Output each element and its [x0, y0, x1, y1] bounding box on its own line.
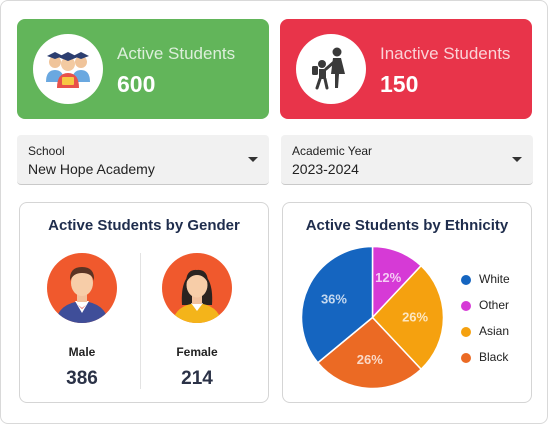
legend-label: Other	[479, 298, 510, 312]
male-label: Male	[68, 345, 96, 359]
school-select-value: New Hope Academy	[28, 161, 155, 177]
male-count: 386	[66, 368, 98, 389]
inactive-students-label: Inactive Students	[380, 44, 511, 63]
male-avatar-icon	[47, 253, 117, 323]
pie-label-asian: 26%	[402, 310, 428, 325]
active-students-label: Active Students	[117, 44, 236, 63]
pie-slice-asian[interactable]	[371, 264, 445, 371]
ethnicity-pie-chart[interactable]: 12% 26% 26% 36%	[300, 245, 445, 390]
school-select[interactable]: School New Hope Academy	[17, 135, 269, 185]
academic-year-select-value: 2023-2024	[292, 161, 359, 177]
gender-panel: Active Students by Gender	[19, 202, 269, 403]
female-avatar-icon	[162, 253, 232, 323]
ethnicity-panel: Active Students by Ethnicity 12% 26% 26% 36…	[282, 202, 532, 403]
active-students-card[interactable]: Active Students 600	[17, 19, 269, 119]
inactive-students-card[interactable]: Inactive Students 150	[280, 19, 532, 119]
students-group-icon	[33, 34, 103, 104]
pie-slice-black[interactable]	[316, 316, 423, 390]
dropout-icon	[296, 34, 366, 104]
legend-label: White	[479, 272, 510, 286]
active-students-count: 600	[117, 71, 156, 97]
academic-year-select-label: Academic Year	[292, 144, 373, 158]
academic-year-select[interactable]: Academic Year 2023-2024	[281, 135, 533, 185]
caret-down-icon[interactable]	[512, 157, 522, 162]
legend-dot-icon	[461, 301, 471, 311]
ethnicity-panel-title: Active Students by Ethnicity	[305, 217, 509, 234]
female-count: 214	[181, 368, 213, 389]
gender-divider	[140, 253, 141, 389]
legend-label: Black	[479, 350, 509, 364]
pie-slice-white[interactable]	[300, 245, 374, 364]
female-label: Female	[176, 345, 218, 359]
school-select-label: School	[28, 144, 65, 158]
inactive-students-count: 150	[380, 71, 419, 97]
legend-dot-icon	[461, 275, 471, 285]
pie-label-black: 26%	[357, 352, 383, 367]
gender-panel-title: Active Students by Gender	[48, 217, 240, 234]
legend-label: Asian	[479, 324, 510, 338]
pie-label-other: 12%	[375, 270, 401, 285]
caret-down-icon[interactable]	[248, 157, 258, 162]
legend-dot-icon	[461, 327, 471, 337]
pie-label-white: 36%	[321, 291, 347, 306]
legend-dot-icon	[461, 353, 471, 363]
